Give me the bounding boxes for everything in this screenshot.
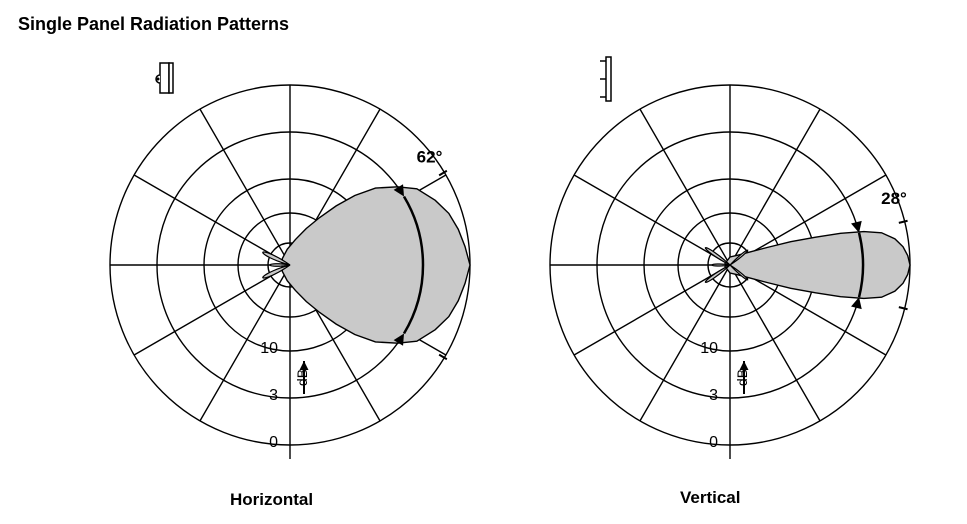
back-lobe-2 <box>712 264 730 266</box>
ring-label: 0 <box>709 434 718 451</box>
beamwidth-label: 62° <box>417 147 443 166</box>
page: Single Panel Radiation Patterns 62° 0 3 10 d… <box>0 0 967 524</box>
antenna-icon <box>156 63 173 93</box>
ring-label: 3 <box>269 387 278 404</box>
main-lobe <box>282 187 470 343</box>
db-axis-label: dB <box>294 369 310 386</box>
antenna-icon <box>600 57 611 101</box>
beamwidth-label: 28° <box>881 189 907 208</box>
db-axis-label: dB <box>734 369 750 386</box>
ring-label: 10 <box>700 340 718 357</box>
ring-label: 3 <box>709 387 718 404</box>
main-lobe <box>724 232 910 299</box>
vertical-caption: Vertical <box>680 488 741 508</box>
ring-label: 0 <box>269 434 278 451</box>
page-title: Single Panel Radiation Patterns <box>18 14 289 35</box>
vertical-polar-chart: 28° 0 3 10 dB <box>530 55 930 475</box>
ring-label: 10 <box>260 340 278 357</box>
horizontal-caption: Horizontal <box>230 490 313 510</box>
horizontal-polar-chart: 62° 0 3 10 dB <box>90 55 490 475</box>
